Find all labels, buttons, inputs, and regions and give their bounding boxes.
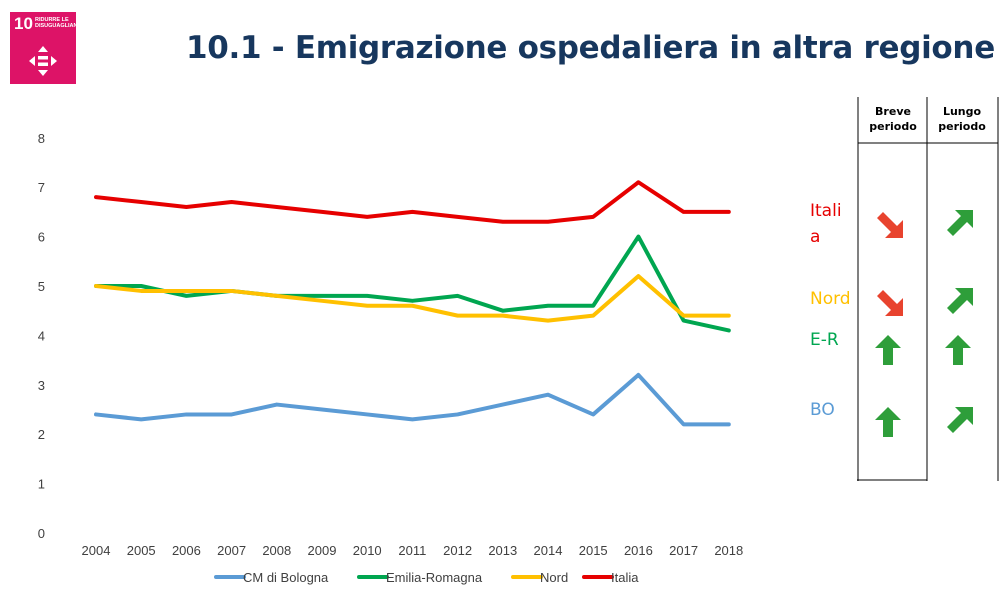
- x-tick-label: 2012: [443, 543, 472, 558]
- y-tick-label: 6: [38, 230, 45, 245]
- legend-label: CM di Bologna: [243, 570, 329, 585]
- x-tick-label: 2004: [82, 543, 111, 558]
- equality-icon: [29, 46, 57, 76]
- y-tick-label: 5: [38, 279, 45, 294]
- label-er: E-R: [810, 330, 839, 350]
- y-tick-label: 8: [38, 131, 45, 146]
- x-tick-label: 2007: [217, 543, 246, 558]
- header-short-term: Breve periodo: [869, 105, 917, 133]
- sdg-10-badge: 10 RIDURRE LE DISUGUAGLIANZE: [10, 12, 85, 84]
- y-tick-label: 1: [38, 477, 45, 492]
- x-tick-label: 2005: [127, 543, 156, 558]
- label-italia: Italia: [810, 201, 842, 247]
- page-title: 10.1 - Emigrazione ospedaliera in altra …: [186, 30, 995, 66]
- legend-label: Nord: [540, 570, 568, 585]
- arrow-down-right-icon: [877, 212, 903, 238]
- arrow-up-right-icon: [947, 288, 973, 314]
- legend-label: Italia: [611, 570, 639, 585]
- y-tick-label: 3: [38, 378, 45, 393]
- x-tick-label: 2011: [398, 543, 426, 558]
- label-nord: Nord: [810, 289, 851, 309]
- y-tick-label: 2: [38, 427, 45, 442]
- y-tick-label: 4: [38, 328, 45, 343]
- x-tick-label: 2006: [172, 543, 201, 558]
- x-tick-label: 2017: [669, 543, 698, 558]
- x-tick-label: 2018: [714, 543, 743, 558]
- sdg-text: RIDURRE LE DISUGUAGLIANZE: [35, 17, 85, 29]
- trend-table-grid: [857, 97, 999, 481]
- y-tick-label: 0: [38, 526, 45, 541]
- series-line: [94, 274, 731, 323]
- arrow-up-icon: [945, 335, 971, 365]
- arrow-up-right-icon: [947, 407, 973, 433]
- sdg-number: 10: [14, 14, 33, 33]
- x-tick-label: 2016: [624, 543, 653, 558]
- series-line: [94, 234, 731, 333]
- x-tick-label: 2015: [579, 543, 608, 558]
- y-tick-label: 7: [38, 180, 45, 195]
- x-tick-label: 2008: [262, 543, 291, 558]
- x-tick-label: 2013: [488, 543, 517, 558]
- series-line: [94, 180, 731, 224]
- arrow-up-icon: [875, 407, 901, 437]
- legend-label: Emilia-Romagna: [386, 570, 483, 585]
- arrow-up-icon: [875, 335, 901, 365]
- x-tick-label: 2010: [353, 543, 382, 558]
- x-tick-label: 2014: [534, 543, 563, 558]
- series-line: [94, 372, 731, 427]
- label-bo: BO: [810, 400, 835, 420]
- header-long-term: Lungo periodo: [938, 105, 986, 133]
- arrow-down-right-icon: [877, 290, 903, 316]
- x-tick-label: 2009: [308, 543, 337, 558]
- trend-table: Breve periodo Lungo periodo: [857, 97, 999, 481]
- arrow-up-right-icon: [947, 210, 973, 236]
